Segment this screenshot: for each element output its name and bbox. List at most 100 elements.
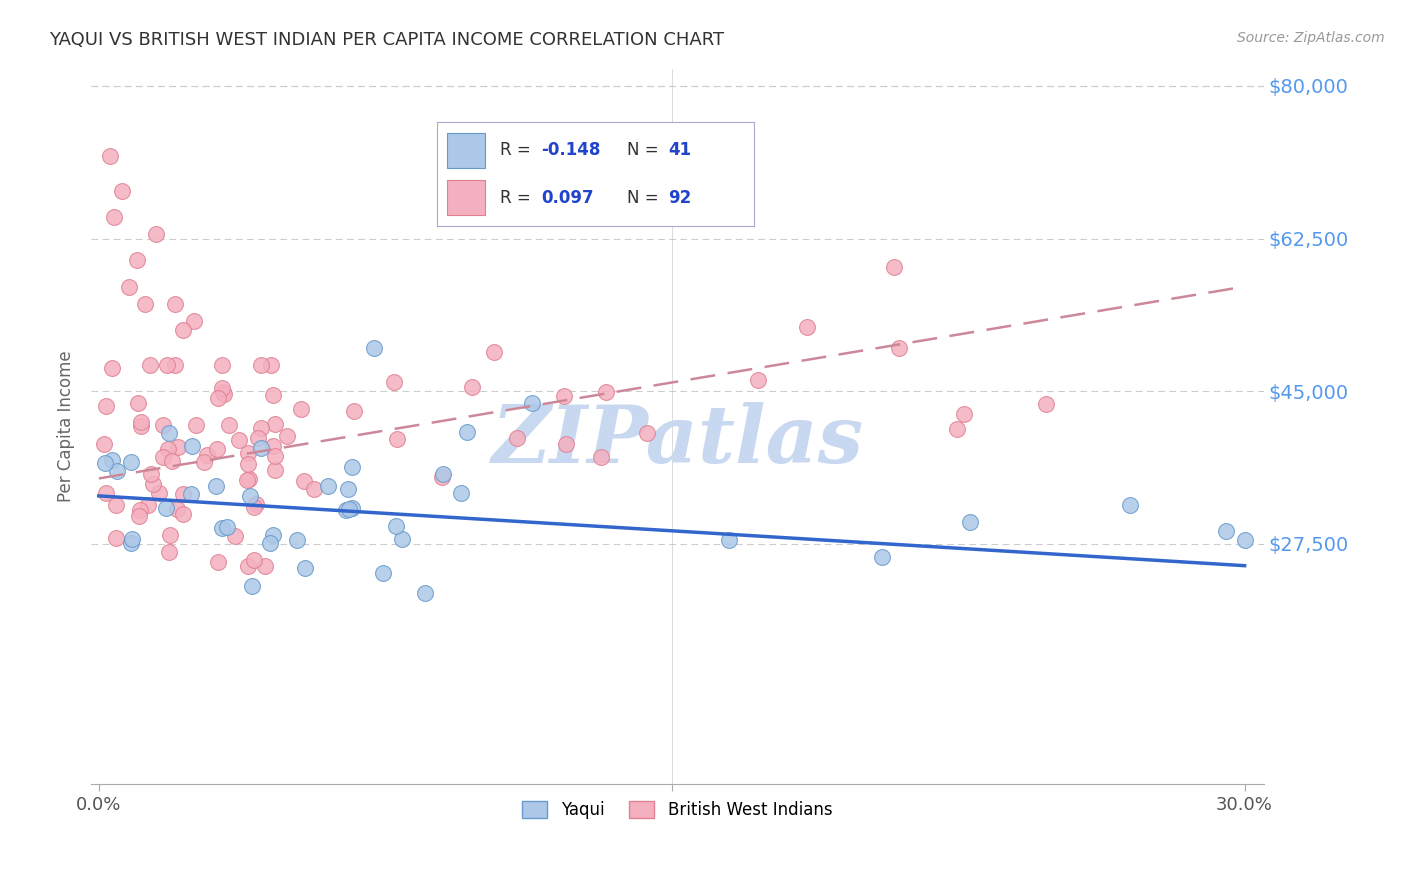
Point [111, 184, 134, 198]
Point [413, 586, 436, 600]
Point [172, 507, 194, 521]
Point [180, 487, 202, 501]
Point [159, 527, 181, 541]
Point [591, 450, 613, 464]
Point [93, 456, 115, 470]
Point [337, 482, 360, 496]
Point [260, 358, 283, 372]
Point [129, 415, 152, 429]
Point [236, 473, 259, 487]
Point [316, 479, 339, 493]
Y-axis label: Per Capita Income: Per Capita Income [58, 351, 75, 502]
Point [262, 439, 284, 453]
Point [595, 384, 617, 399]
Point [953, 407, 976, 421]
Point [430, 470, 453, 484]
Point [253, 558, 276, 573]
Point [747, 372, 769, 386]
Point [129, 503, 152, 517]
Point [195, 448, 218, 462]
Point [121, 532, 143, 546]
Point [157, 545, 180, 559]
Point [159, 426, 181, 441]
Point [520, 396, 543, 410]
Point [127, 396, 149, 410]
Point [212, 387, 235, 401]
Point [141, 467, 163, 481]
Point [163, 358, 186, 372]
Point [1215, 524, 1237, 538]
Point [285, 533, 308, 547]
Point [238, 472, 260, 486]
Point [1233, 533, 1256, 547]
Point [193, 455, 215, 469]
Point [105, 498, 128, 512]
Point [959, 515, 981, 529]
Point [1035, 397, 1057, 411]
Point [239, 489, 262, 503]
Point [96, 486, 118, 500]
Point [136, 498, 159, 512]
Point [245, 497, 267, 511]
Point [276, 429, 298, 443]
Point [156, 358, 179, 372]
Point [262, 527, 284, 541]
Point [93, 437, 115, 451]
Point [105, 531, 128, 545]
Point [155, 500, 177, 515]
Point [243, 500, 266, 514]
Point [1119, 498, 1142, 512]
Point [238, 558, 260, 573]
Point [152, 417, 174, 432]
Point [157, 442, 180, 456]
Point [96, 399, 118, 413]
Text: ZIPatlas: ZIPatlas [491, 401, 863, 479]
Point [391, 532, 413, 546]
Point [870, 549, 893, 564]
Point [172, 486, 194, 500]
Point [207, 442, 229, 457]
Point [215, 520, 238, 534]
Point [883, 260, 905, 274]
Point [211, 381, 233, 395]
Point [211, 358, 233, 372]
Point [263, 463, 285, 477]
Point [139, 358, 162, 372]
Point [553, 389, 575, 403]
Legend: Yaqui, British West Indians: Yaqui, British West Indians [516, 794, 839, 825]
Point [294, 561, 316, 575]
Point [142, 477, 165, 491]
Point [340, 500, 363, 515]
Point [290, 401, 312, 416]
Point [249, 421, 271, 435]
Point [207, 391, 229, 405]
Point [224, 528, 246, 542]
Point [103, 210, 125, 224]
Point [101, 360, 124, 375]
Point [184, 417, 207, 432]
Point [385, 432, 408, 446]
Point [125, 253, 148, 268]
Point [148, 486, 170, 500]
Point [162, 454, 184, 468]
Point [236, 457, 259, 471]
Point [167, 440, 190, 454]
Point [128, 509, 150, 524]
Point [183, 314, 205, 328]
Point [205, 479, 228, 493]
Point [240, 578, 263, 592]
Point [363, 341, 385, 355]
Point [98, 149, 121, 163]
Point [165, 297, 187, 311]
Point [118, 279, 141, 293]
Point [212, 384, 235, 399]
Point [456, 425, 478, 439]
Point [342, 404, 364, 418]
Point [250, 442, 273, 456]
Text: Source: ZipAtlas.com: Source: ZipAtlas.com [1237, 31, 1385, 45]
Point [207, 555, 229, 569]
Point [384, 375, 406, 389]
Point [945, 421, 967, 435]
Point [129, 419, 152, 434]
Point [228, 433, 250, 447]
